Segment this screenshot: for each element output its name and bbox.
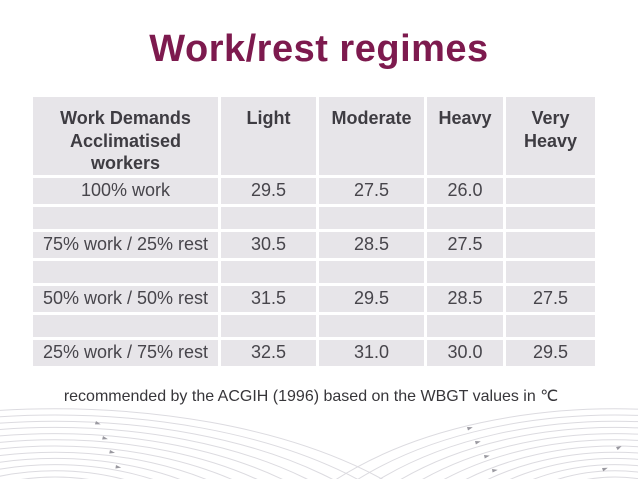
work-rest-table: Work Demands Acclimatised workers Light …: [30, 94, 598, 369]
arrow-marker-icons: [94, 421, 622, 473]
footnote: recommended by the ACGIH (1996) based on…: [63, 388, 559, 405]
value-cell: 27.5: [319, 177, 424, 204]
page-title: Work/rest regimes: [149, 28, 489, 70]
table-row: 50% work / 50% rest 31.5 29.5 28.5 27.5: [33, 285, 595, 312]
value-cell: [506, 177, 595, 204]
row-label-cell: 50% work / 50% rest: [33, 285, 218, 312]
row-label-cell: 25% work / 75% rest: [33, 339, 218, 366]
value-cell: 29.5: [319, 285, 424, 312]
value-cell: 27.5: [427, 231, 503, 258]
separator-row: [33, 260, 595, 283]
header-cell-light: Light: [221, 97, 316, 175]
table-row: 25% work / 75% rest 32.5 31.0 30.0 29.5: [33, 339, 595, 366]
table-row: 75% work / 25% rest 30.5 28.5 27.5: [33, 231, 595, 258]
value-cell: 28.5: [319, 231, 424, 258]
header-cell-work-demands: Work Demands Acclimatised workers: [33, 97, 218, 175]
row-label-cell: 75% work / 25% rest: [33, 231, 218, 258]
separator-row: [33, 206, 595, 229]
value-cell: 26.0: [427, 177, 503, 204]
header-cell-heavy: Heavy: [427, 97, 503, 175]
header-cell-very-heavy: Very Heavy: [506, 97, 595, 175]
value-cell: 29.5: [506, 339, 595, 366]
value-cell: 31.0: [319, 339, 424, 366]
table-container: Work Demands Acclimatised workers Light …: [30, 94, 598, 369]
value-cell: 28.5: [427, 285, 503, 312]
wave-lines-decoration: [0, 408, 638, 479]
table-row: 100% work 29.5 27.5 26.0: [33, 177, 595, 204]
value-cell: [506, 231, 595, 258]
value-cell: 27.5: [506, 285, 595, 312]
separator-row: [33, 314, 595, 337]
header-cell-moderate: Moderate: [319, 97, 424, 175]
value-cell: 30.5: [221, 231, 316, 258]
table-header-row: Work Demands Acclimatised workers Light …: [33, 97, 595, 175]
value-cell: 31.5: [221, 285, 316, 312]
value-cell: 32.5: [221, 339, 316, 366]
value-cell: 30.0: [427, 339, 503, 366]
value-cell: 29.5: [221, 177, 316, 204]
row-label-cell: 100% work: [33, 177, 218, 204]
